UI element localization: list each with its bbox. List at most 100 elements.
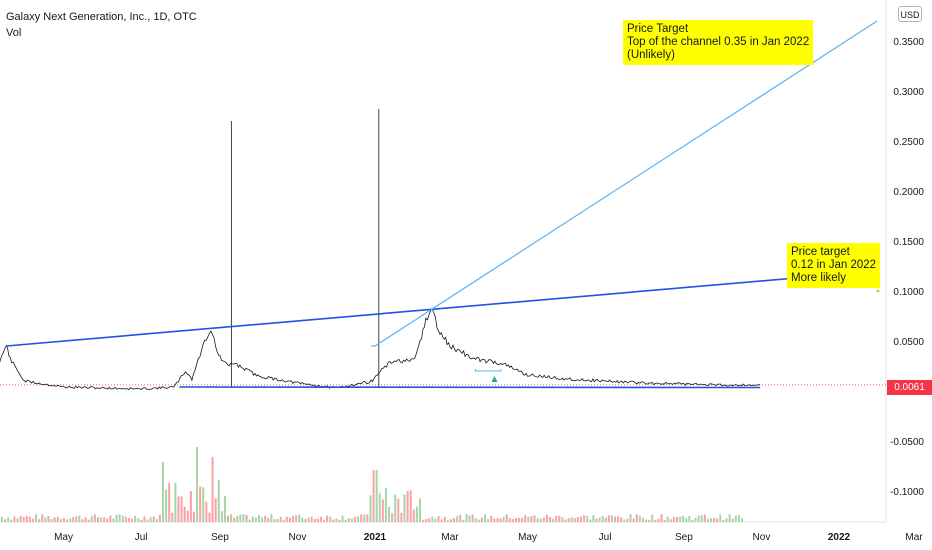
- last-price-label: 0.0061: [887, 380, 932, 395]
- volume-bar: [524, 515, 527, 522]
- x-tick-label: Jul: [135, 532, 148, 543]
- volume-bar: [66, 519, 69, 522]
- volume-bar: [211, 457, 214, 522]
- y-tick-label: 0.3500: [893, 37, 924, 48]
- volume-bar: [487, 519, 490, 522]
- volume-bar: [264, 515, 267, 522]
- volume-bar: [623, 519, 626, 522]
- annotation-lower[interactable]: Price target 0.12 in Jan 2022 More likel…: [787, 243, 881, 288]
- volume-bar: [722, 519, 725, 522]
- x-tick-label: Sep: [675, 532, 693, 543]
- volume-bar: [208, 512, 211, 522]
- volume-bar: [257, 515, 260, 522]
- volume-bar: [155, 519, 158, 522]
- volume-bar: [310, 516, 313, 522]
- volume-bar: [183, 506, 186, 522]
- volume-bar: [471, 514, 474, 522]
- volume-bar: [468, 515, 471, 522]
- annotation-upper-line-2: Top of the channel 0.35 in Jan 2022: [627, 36, 810, 48]
- volume-bar: [13, 516, 16, 522]
- volume-bar: [719, 514, 722, 522]
- volume-bar: [69, 518, 72, 522]
- volume-bar: [388, 506, 391, 522]
- volume-bar: [177, 496, 180, 522]
- x-tick-label: 2021: [364, 532, 387, 543]
- x-tick-label: Sep: [211, 532, 229, 543]
- volume-bar: [508, 517, 511, 522]
- volume-bar: [490, 515, 493, 522]
- volume-bar: [428, 518, 431, 522]
- volume-bar: [372, 470, 375, 522]
- volume-indicator-label: Vol: [6, 27, 22, 39]
- volume-bar: [502, 516, 505, 522]
- x-tick-label: May: [54, 532, 73, 543]
- volume-bar: [233, 517, 236, 522]
- trendline-support: [179, 386, 761, 389]
- volume-bar: [496, 518, 499, 522]
- x-tick-label: Nov: [289, 532, 307, 543]
- volume-bar: [632, 518, 635, 522]
- volume-bar: [626, 518, 629, 522]
- volume-bar: [567, 518, 570, 522]
- volume-bar: [564, 519, 567, 522]
- volume-bar: [409, 490, 412, 522]
- volume-bar: [679, 516, 682, 522]
- volume-bar: [162, 462, 165, 522]
- volume-bar: [418, 498, 421, 522]
- volume-bar: [412, 509, 415, 522]
- annotation-upper[interactable]: Price Target Top of the channel 0.35 in …: [623, 20, 814, 65]
- volume-bar: [620, 517, 623, 522]
- volume-bar: [558, 515, 561, 522]
- volume-bar: [700, 515, 703, 522]
- volume-bar: [706, 518, 709, 522]
- volume-bar: [610, 515, 613, 522]
- volume-bar: [350, 518, 353, 522]
- volume-bar: [641, 517, 644, 522]
- volume-bar: [360, 514, 363, 522]
- volume-bar: [223, 496, 226, 522]
- volume-bar: [499, 518, 502, 522]
- volume-bar: [254, 517, 257, 522]
- volume-bar: [725, 518, 728, 522]
- volume-bar: [304, 518, 307, 522]
- volume-bar: [261, 517, 264, 522]
- currency-button[interactable]: USD: [898, 6, 922, 22]
- volume-bar: [319, 516, 322, 522]
- volume-bar: [84, 517, 87, 522]
- volume-bar: [635, 514, 638, 522]
- volume-bar: [103, 517, 106, 522]
- volume-bar: [549, 517, 552, 522]
- volume-bar: [53, 517, 56, 522]
- volume-bar: [493, 518, 496, 522]
- volume-bar: [465, 514, 468, 522]
- annotation-lower-line-2: 0.12 in Jan 2022: [791, 259, 877, 271]
- volume-bar: [462, 519, 465, 522]
- volume-bar: [171, 512, 174, 522]
- volume-bar: [369, 495, 372, 522]
- volume-bar: [638, 515, 641, 522]
- volume-bar: [391, 513, 394, 522]
- volume-bar: [106, 518, 109, 522]
- x-tick-label: May: [518, 532, 537, 543]
- volume-bar: [189, 491, 192, 522]
- volume-bar: [573, 518, 576, 522]
- volume-bar: [440, 519, 443, 522]
- volume-bar: [100, 517, 103, 522]
- volume-bar: [10, 519, 13, 522]
- volume-bar: [267, 517, 270, 522]
- y-tick-label: 0.2000: [893, 187, 924, 198]
- volume-bar: [595, 518, 598, 522]
- volume-bar: [363, 514, 366, 522]
- volume-bar: [301, 517, 304, 522]
- annotation-upper-line-1: Price Target: [627, 23, 689, 35]
- volume-bar: [344, 519, 347, 522]
- volume-bar: [276, 518, 279, 522]
- volume-bar: [511, 519, 514, 522]
- volume-bar: [335, 518, 338, 522]
- volume-bar: [196, 447, 199, 522]
- volume-bar: [146, 519, 149, 522]
- volume-bar: [127, 518, 130, 522]
- volume-bar: [131, 518, 134, 522]
- volume-bar: [270, 514, 273, 522]
